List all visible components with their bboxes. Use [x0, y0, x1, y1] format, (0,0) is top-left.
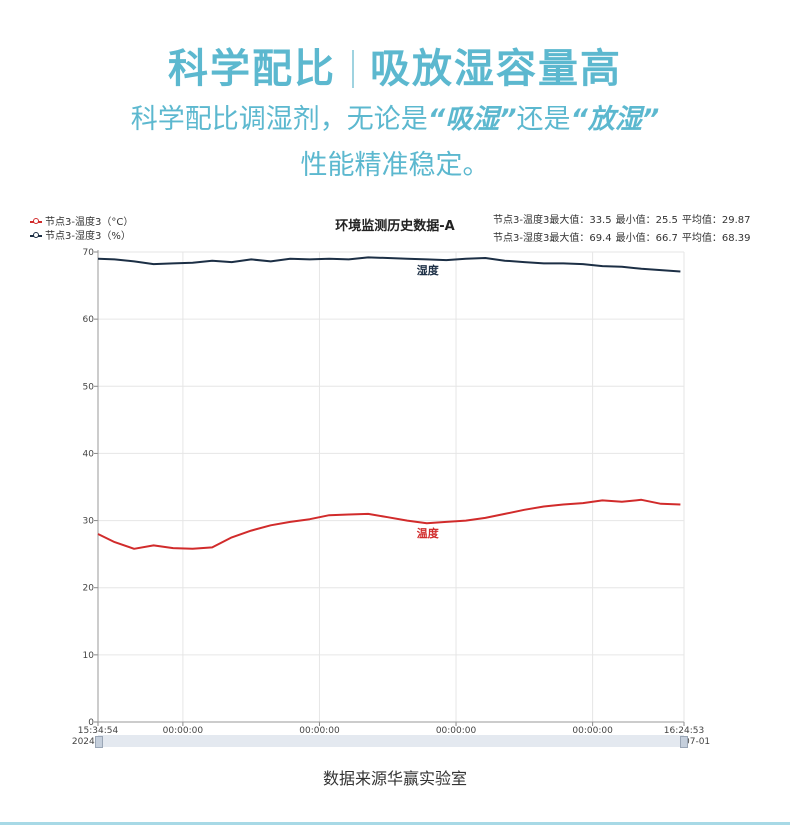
y-tick-label: 70	[83, 248, 95, 258]
stats-row-humidity: 节点3-湿度3最大值：69.4 最小值：66.7 平均值：68.39	[493, 230, 755, 248]
humidity-series-line	[97, 256, 681, 273]
x-tick-time-label: 00:00:00	[436, 726, 477, 736]
subtitle-line-2: 性能精准稳定。	[300, 150, 490, 181]
x-tick-time-label: 00:00:00	[299, 726, 340, 736]
y-tick-label: 10	[83, 651, 95, 661]
subtitle-line-1: 科学配比调湿剂，无论是“吸湿”还是“放湿”	[0, 97, 790, 136]
x-tick-time-label: 00:00:00	[163, 726, 204, 736]
x-tick-time-label: 16:24:53	[664, 726, 704, 736]
temperature-max: 节点3-温度3最大值：33.5	[493, 215, 612, 226]
temperature-avg: 平均值：29.87	[681, 215, 751, 226]
slider-handle-start[interactable]	[95, 736, 103, 748]
humidity-min: 最小值：66.7	[615, 233, 678, 244]
headline-right: 吸放湿容量高	[370, 46, 622, 92]
headline: 科学配比 吸放湿容量高	[0, 36, 790, 94]
temperature-series-line	[97, 498, 681, 550]
subtitle-text-c: 还是	[516, 104, 571, 135]
subtitle-absorb: “吸湿”	[427, 104, 517, 135]
temperature-min: 最小值：25.5	[615, 215, 678, 226]
slider-handle-end[interactable]	[680, 736, 688, 748]
y-tick-label: 60	[83, 315, 95, 325]
data-source-note: 数据来源华赢实验室	[322, 769, 467, 788]
headline-left: 科学配比	[168, 46, 336, 92]
legend-label-humidity: 节点3-湿度3（%）	[45, 231, 131, 242]
temperature-series-label: 温度	[417, 526, 440, 540]
humidity-avg: 平均值：68.39	[681, 233, 751, 244]
legend-swatch-temperature	[30, 218, 42, 224]
stats-panel: 节点3-温度3最大值：33.5 最小值：25.5 平均值：29.87 节点3-湿度3…	[493, 212, 755, 248]
x-tick-time-label: 15:34:54	[78, 726, 119, 736]
headline-divider	[352, 50, 354, 88]
stats-row-temperature: 节点3-温度3最大值：33.5 最小值：25.5 平均值：29.87	[493, 212, 755, 230]
humidity-series-label: 湿度	[417, 263, 440, 277]
subtitle-release: “放湿”	[570, 104, 660, 135]
time-range-slider[interactable]	[98, 735, 684, 747]
y-tick-label: 20	[83, 584, 95, 594]
legend-label-temperature: 节点3-温度3（°C）	[45, 217, 134, 228]
legend-swatch-humidity	[30, 232, 42, 238]
subtitle-text-a: 科学配比调湿剂，无论是	[130, 104, 428, 135]
y-tick-label: 40	[83, 449, 95, 459]
chart-title: 环境监测历史数据-A	[335, 219, 455, 234]
x-tick-time-label: 00:00:00	[572, 726, 613, 736]
bottom-divider	[0, 822, 790, 825]
humidity-max: 节点3-湿度3最大值：69.4	[493, 233, 612, 244]
legend-item-humidity[interactable]: 节点3-湿度3（%）	[30, 230, 133, 244]
y-tick-label: 50	[83, 382, 95, 392]
legend-item-temperature[interactable]: 节点3-温度3（°C）	[30, 216, 133, 230]
chart-legend[interactable]: 节点3-温度3（°C） 节点3-湿度3（%）	[30, 216, 133, 244]
y-tick-label: 0	[88, 718, 94, 728]
y-tick-label: 30	[83, 517, 95, 527]
